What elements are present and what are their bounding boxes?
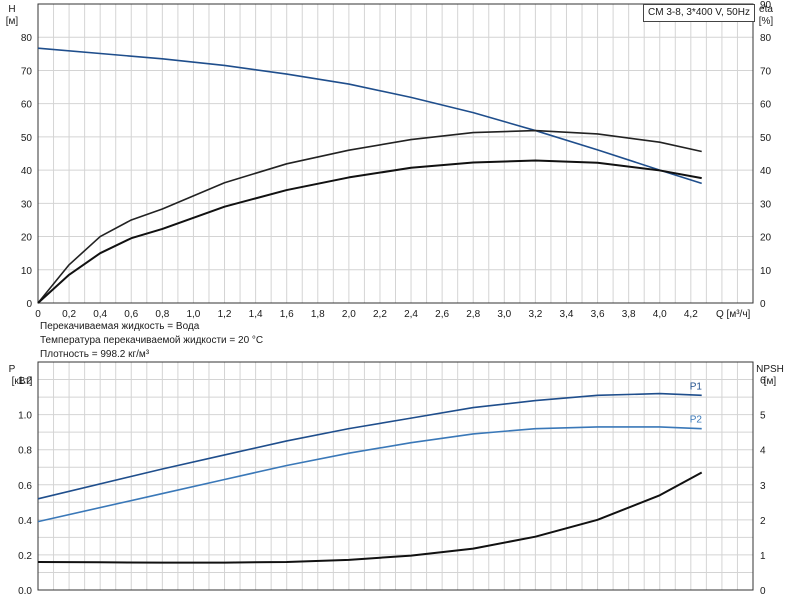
pump-label: CM 3-8, 3*400 V, 50Hz [643, 4, 755, 22]
top-ylabel-right: eta [759, 4, 773, 15]
top-ytick-right: 20 [760, 233, 772, 244]
top-xtick: 1,0 [186, 309, 200, 320]
top-ytick-right: 40 [760, 166, 772, 177]
bottom-ylabel-right-unit: [м] [764, 376, 777, 387]
top-xtick: 4,2 [684, 309, 698, 320]
info-density: Плотность = 998.2 кг/м³ [40, 349, 150, 360]
top-ytick-right: 0 [760, 299, 766, 310]
bottom-plot-frame [37, 361, 754, 591]
top-ytick-right: 30 [760, 199, 772, 210]
bottom-ytick-left: 0.2 [18, 551, 32, 562]
top-xtick: 3,4 [560, 309, 574, 320]
top-xtick: 0,8 [155, 309, 169, 320]
top-xtick: 3,6 [591, 309, 605, 320]
top-ytick-left: 60 [21, 100, 33, 111]
head-curve [37, 47, 702, 185]
bottom-ylabel-right: NPSH [756, 364, 784, 375]
bottom-ytick-right: 3 [760, 481, 766, 492]
top-ytick-right: 60 [760, 100, 772, 111]
top-ylabel-left: H [8, 4, 15, 15]
top-ytick-right: 90 [760, 0, 772, 11]
bottom-ytick-right: 2 [760, 516, 766, 527]
top-xtick: 1,8 [311, 309, 325, 320]
bottom-ytick-left: 0.6 [18, 481, 32, 492]
top-ylabel-right-unit: [%] [759, 16, 774, 27]
top-ytick-right: 80 [760, 33, 772, 44]
top-ytick-right: 10 [760, 266, 772, 277]
efficiency-curve-total [37, 159, 702, 304]
top-xtick: 0,4 [93, 309, 107, 320]
top-ytick-left: 20 [21, 233, 33, 244]
bottom-ylabel-left: P [9, 364, 16, 375]
bottom-ytick-right: 5 [760, 411, 766, 422]
top-xtick: 1,4 [249, 309, 263, 320]
bottom-ytick-right: 0 [760, 586, 766, 597]
top-xtick: 3,8 [622, 309, 636, 320]
bottom-ytick-left: 0.8 [18, 446, 32, 457]
top-xtick: 3,0 [497, 309, 511, 320]
bottom-ytick-right: 1 [760, 551, 766, 562]
top-xtick: 2,8 [466, 309, 480, 320]
top-xtick: 1,2 [218, 309, 232, 320]
top-xtick: 4,0 [653, 309, 667, 320]
top-xlabel: Q [м³/ч] [716, 309, 751, 320]
bottom-ytick-right: 6 [760, 376, 766, 387]
power-curve-p2 [37, 426, 702, 523]
series-label-p2: P2 [690, 415, 703, 426]
bottom-ytick-right: 4 [760, 446, 766, 457]
top-xtick: 2,6 [435, 309, 449, 320]
top-ytick-left: 50 [21, 133, 33, 144]
bottom-ytick-left: 1.0 [18, 411, 32, 422]
top-ytick-left: 40 [21, 166, 33, 177]
top-xtick: 2,0 [342, 309, 356, 320]
top-ytick-left: 10 [21, 266, 33, 277]
top-plot-frame [37, 3, 754, 304]
top-xtick: 2,2 [373, 309, 387, 320]
top-ylabel-left-unit: [м] [6, 16, 19, 27]
top-ytick-right: 50 [760, 133, 772, 144]
top-xtick: 0,2 [62, 309, 76, 320]
top-xtick: 1,6 [280, 309, 294, 320]
top-xtick: 0,6 [124, 309, 138, 320]
bottom-ytick-left: 1.2 [18, 376, 32, 387]
top-xtick: 2,4 [404, 309, 418, 320]
top-ytick-left: 80 [21, 33, 33, 44]
power-curve-p1 [37, 392, 702, 500]
npsh-curve [37, 471, 703, 564]
info-temperature: Температура перекачиваемой жидкости = 20… [40, 335, 264, 346]
top-ytick-right: 70 [760, 66, 772, 77]
info-liquid: Перекачиваемая жидкость = Вода [40, 321, 200, 332]
bottom-ytick-left: 0.0 [18, 586, 32, 597]
bottom-ytick-left: 0.4 [18, 516, 32, 527]
top-xtick: 0 [35, 309, 41, 320]
top-ytick-left: 0 [26, 299, 32, 310]
bottom-ylabel-left-unit: [кВт] [12, 376, 33, 387]
top-xtick: 3,2 [528, 309, 542, 320]
top-ytick-left: 70 [21, 66, 33, 77]
series-label-p1: P1 [690, 381, 703, 392]
top-ytick-left: 30 [21, 199, 33, 210]
efficiency-curve-pump [37, 129, 702, 304]
